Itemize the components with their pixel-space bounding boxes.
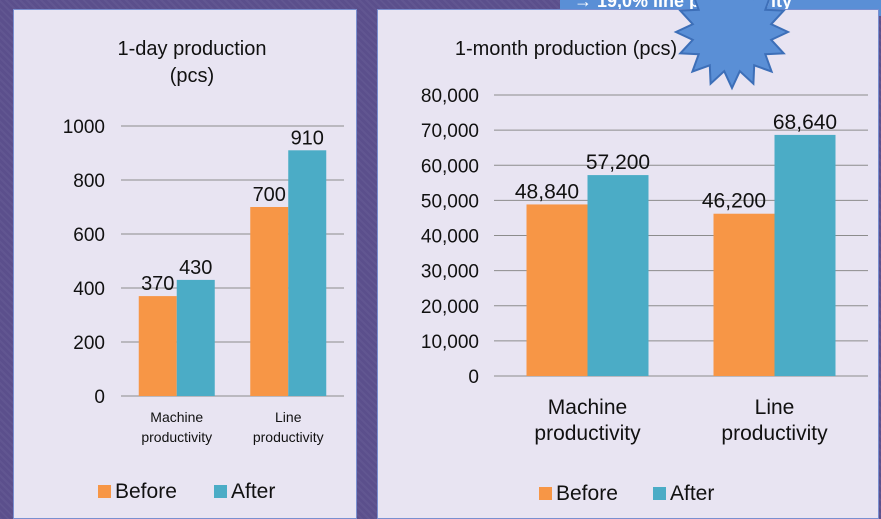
day-production-chart: 1-day production (pcs) 0 200 400 600 800 1000 37… xyxy=(63,38,344,503)
y-tick-label: 60,000 xyxy=(421,156,479,177)
y-tick-label: 0 xyxy=(94,387,105,408)
y-tick-label: 20,000 xyxy=(421,297,479,318)
chart-title-line: 1-day production xyxy=(118,38,267,60)
y-tick-label: 80,000 xyxy=(421,86,479,107)
legend-swatch-before xyxy=(98,485,111,498)
x-category-label: Machine xyxy=(150,409,203,425)
month-production-chart: 1-month production (pcs) 0 10,000 20,000 30,… xyxy=(421,38,868,505)
y-tick-label: 0 xyxy=(468,367,479,388)
x-category-label: Machine xyxy=(548,396,627,419)
y-tick-label: 10,000 xyxy=(421,332,479,353)
y-tick-label: 400 xyxy=(73,279,105,300)
data-label: 430 xyxy=(179,257,212,279)
bar-after xyxy=(288,150,327,396)
data-label: 68,640 xyxy=(773,111,837,134)
bar-before xyxy=(713,213,775,376)
y-tick-label: 1000 xyxy=(63,117,105,138)
legend-swatch-before xyxy=(539,487,552,500)
x-category-label: productivity xyxy=(721,422,828,445)
data-label: 910 xyxy=(291,127,324,149)
chart-title-line: 1-month production (pcs) xyxy=(455,38,677,60)
data-label: 370 xyxy=(141,273,174,295)
y-tick-label: 600 xyxy=(73,225,105,246)
data-label: 700 xyxy=(253,184,286,206)
legend-label-before: Before xyxy=(556,482,618,505)
y-tick-label: 50,000 xyxy=(421,191,479,212)
bar-before xyxy=(250,207,289,396)
bar-after xyxy=(176,279,215,396)
month-chart-panel: 1-month production (pcs) 0 10,000 20,000 30,… xyxy=(377,9,879,519)
legend-label-after: After xyxy=(231,480,275,503)
x-category-label: Line xyxy=(755,396,795,419)
legend-label-before: Before xyxy=(115,480,177,503)
data-label: 48,840 xyxy=(515,180,579,203)
y-tick-label: 200 xyxy=(73,333,105,354)
y-tick-label: 40,000 xyxy=(421,227,479,248)
x-category-label: Line xyxy=(275,409,302,425)
data-label: 46,200 xyxy=(702,190,766,213)
data-label: 57,200 xyxy=(586,151,650,174)
legend-swatch-after xyxy=(653,487,666,500)
y-tick-label: 30,000 xyxy=(421,262,479,283)
x-category-label: productivity xyxy=(534,422,641,445)
legend-swatch-after xyxy=(214,485,227,498)
y-tick-label: 800 xyxy=(73,171,105,192)
bar-after xyxy=(587,175,649,376)
bar-after xyxy=(774,134,836,376)
banner-text: → 19,0% line productivity xyxy=(574,0,793,11)
chart-title-line: (pcs) xyxy=(170,65,214,87)
bar-before xyxy=(138,296,177,396)
x-category-label: productivity xyxy=(141,429,212,445)
day-chart-panel: 1-day production (pcs) 0 200 400 600 800 1000 37… xyxy=(13,9,357,519)
y-tick-label: 70,000 xyxy=(421,121,479,142)
starburst-icon xyxy=(673,0,791,91)
x-category-label: productivity xyxy=(253,429,324,445)
legend-label-after: After xyxy=(670,482,714,505)
bar-before xyxy=(526,204,588,376)
